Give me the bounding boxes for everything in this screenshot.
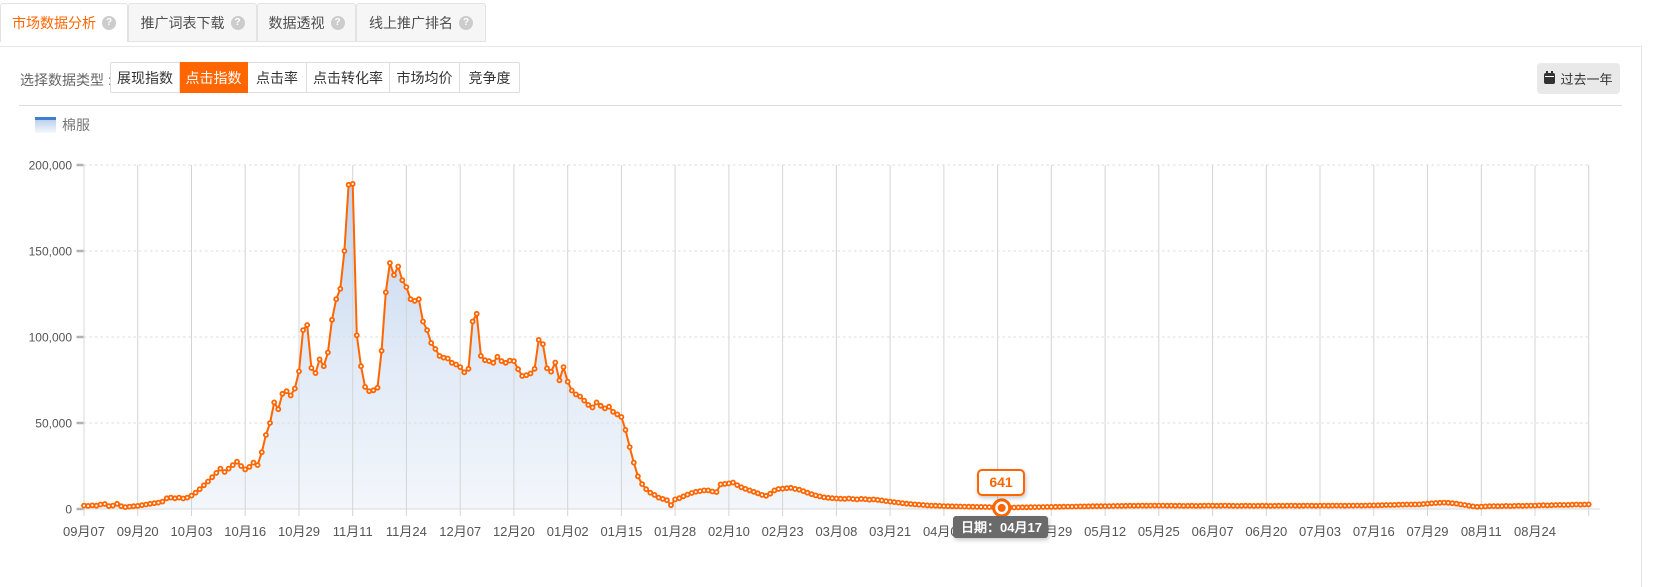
svg-text:09月07: 09月07 [63,524,105,539]
svg-text:日期：04月17: 日期：04月17 [961,520,1042,535]
svg-text:150,000: 150,000 [29,245,73,259]
svg-text:09月20: 09月20 [117,524,159,539]
svg-text:02月10: 02月10 [708,524,750,539]
svg-text:05月12: 05月12 [1084,524,1126,539]
svg-text:07月16: 07月16 [1353,524,1395,539]
svg-text:06月07: 06月07 [1192,524,1234,539]
svg-text:05月25: 05月25 [1138,524,1180,539]
svg-text:200,000: 200,000 [29,159,73,173]
svg-text:03月08: 03月08 [815,524,857,539]
svg-text:07月29: 07月29 [1407,524,1449,539]
svg-text:08月24: 08月24 [1514,524,1556,539]
svg-text:100,000: 100,000 [29,331,73,345]
svg-text:12月20: 12月20 [493,524,535,539]
svg-text:03月21: 03月21 [869,524,911,539]
svg-text:11月24: 11月24 [386,524,427,539]
svg-text:12月07: 12月07 [439,524,481,539]
svg-text:07月03: 07月03 [1299,524,1341,539]
svg-text:01月28: 01月28 [654,524,696,539]
svg-text:50,000: 50,000 [35,417,72,431]
svg-text:10月29: 10月29 [278,524,320,539]
svg-text:01月15: 01月15 [600,524,642,539]
svg-text:08月11: 08月11 [1461,524,1502,539]
svg-text:0: 0 [65,503,72,517]
svg-text:01月02: 01月02 [547,524,589,539]
svg-text:10月16: 10月16 [224,524,266,539]
svg-text:02月23: 02月23 [762,524,804,539]
svg-text:06月20: 06月20 [1245,524,1287,539]
svg-text:10月03: 10月03 [171,524,213,539]
svg-text:11月11: 11月11 [333,524,373,539]
svg-text:641: 641 [989,474,1013,490]
